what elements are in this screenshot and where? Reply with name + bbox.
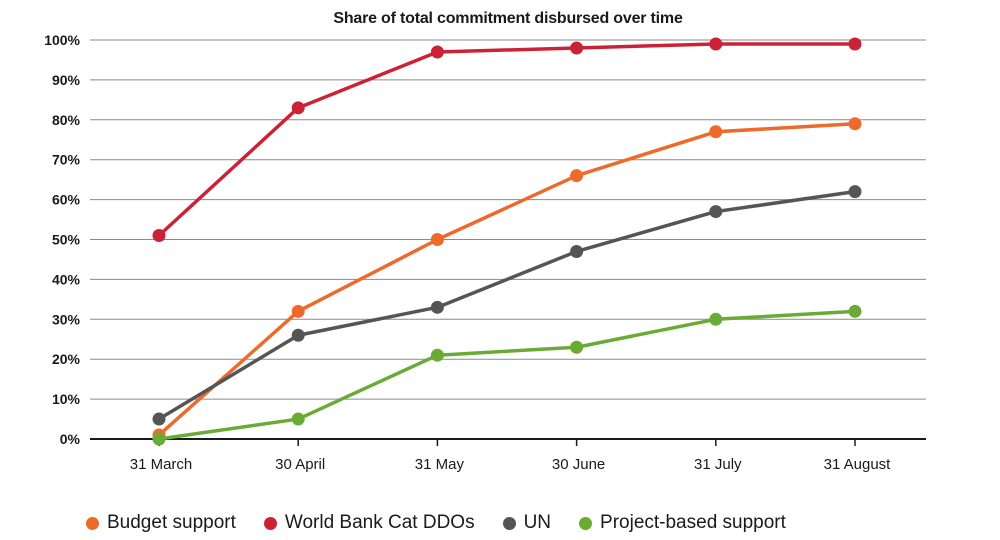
- legend-label: UN: [523, 512, 552, 533]
- data-point: [848, 304, 862, 318]
- series-un: [152, 185, 862, 426]
- series-project-based-support: [152, 304, 862, 446]
- series-line: [158, 309, 856, 441]
- y-tick-label: 60%: [52, 192, 81, 208]
- x-axis: 31 March 30 April 31 May 30 June 31 July 31 A…: [90, 438, 926, 473]
- data-point: [291, 101, 305, 115]
- data-point: [430, 300, 444, 314]
- x-tick-label: 31 May: [415, 456, 465, 473]
- data-point: [430, 233, 444, 246]
- y-tick-label: 20%: [52, 351, 81, 367]
- x-tick-label: 31 August: [824, 456, 892, 473]
- x-tick-label: 30 June: [552, 456, 605, 473]
- chart-title: Share of total commitment disbursed over…: [333, 10, 683, 27]
- series-budget-support: [152, 117, 862, 442]
- data-point: [430, 348, 444, 362]
- legend-item: World Bank Cat DDOs: [263, 512, 475, 534]
- x-tick-label: 30 April: [275, 456, 325, 473]
- data-point: [709, 125, 723, 139]
- y-tick-label: 40%: [52, 271, 81, 287]
- data-point: [430, 45, 444, 59]
- legend-label: Budget support: [107, 512, 236, 533]
- legend-label: Project-based support: [600, 512, 786, 533]
- data-point: [152, 432, 166, 446]
- legend-marker: [86, 516, 99, 530]
- data-point: [570, 244, 584, 258]
- y-tick-label: 50%: [52, 232, 81, 248]
- data-point: [570, 169, 584, 183]
- data-point: [848, 117, 862, 131]
- data-point: [291, 328, 305, 342]
- series-line: [158, 189, 856, 421]
- data-point: [848, 185, 862, 199]
- legend-item: Budget support: [86, 512, 236, 534]
- data-point: [291, 304, 305, 318]
- legend-marker: [502, 516, 516, 530]
- gridlines: [90, 39, 926, 400]
- data-point: [709, 312, 723, 326]
- y-tick-label: 70%: [52, 152, 81, 168]
- legend-marker: [579, 516, 593, 530]
- data-point: [709, 37, 723, 51]
- y-axis-ticks: 0% 10% 20% 30% 40% 50% 60% 70% 80% 90% 100%: [44, 32, 80, 447]
- series-line: [157, 42, 855, 237]
- y-tick-label: 90%: [52, 72, 81, 88]
- x-tick-label: 31 March: [130, 456, 193, 473]
- data-point: [570, 41, 584, 55]
- y-tick-label: 0%: [60, 431, 81, 447]
- y-tick-label: 100%: [44, 32, 80, 48]
- data-point: [570, 340, 584, 354]
- legend-label: World Bank Cat DDOs: [284, 512, 475, 533]
- legend-item: Project-based support: [579, 512, 786, 534]
- data-point: [848, 37, 862, 51]
- data-point: [152, 412, 166, 426]
- legend: Budget support World Bank Cat DDOs UN Proje…: [86, 512, 786, 534]
- series-group: [152, 37, 862, 446]
- series-line: [157, 122, 856, 437]
- legend-marker: [263, 516, 277, 530]
- data-point: [709, 205, 723, 219]
- x-tick-label: 31 July: [694, 456, 742, 473]
- data-point: [291, 412, 305, 426]
- y-tick-label: 80%: [52, 112, 81, 128]
- legend-item: UN: [502, 512, 552, 534]
- y-tick-label: 30%: [52, 311, 81, 327]
- data-point: [152, 229, 166, 243]
- series-world-bank-cat-ddos: [152, 37, 862, 243]
- y-tick-label: 10%: [52, 391, 81, 407]
